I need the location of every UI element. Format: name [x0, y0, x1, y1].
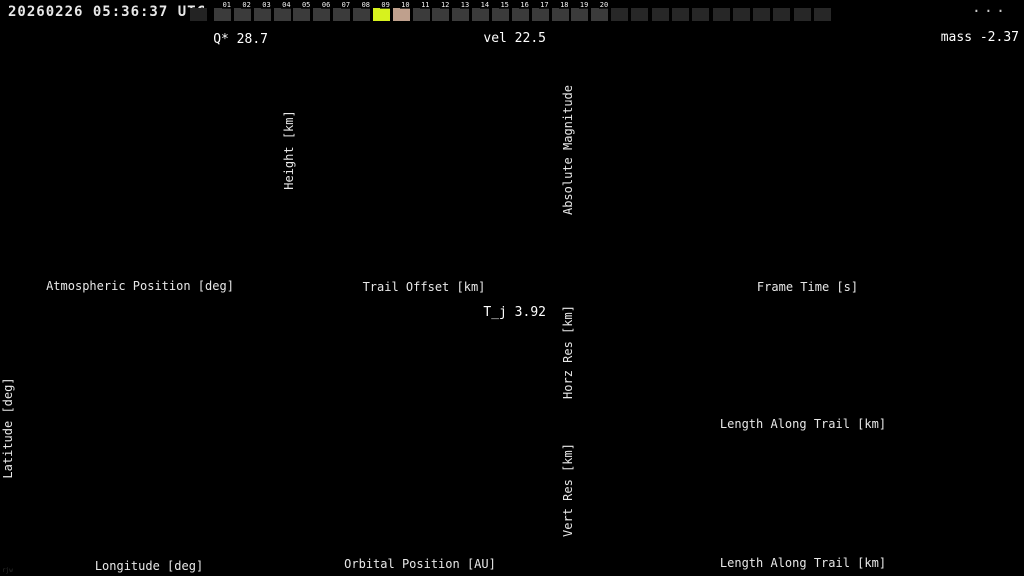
- frame-thumbnail-20[interactable]: 20: [591, 1, 610, 21]
- frame-thumbnail-07[interactable]: 07: [333, 1, 352, 21]
- ground-track-map: [0, 295, 280, 576]
- timestamp-title: 20260226 05:36:37 UTC: [8, 4, 207, 20]
- light-curve-plot: [560, 25, 1024, 295]
- panel-orbital-position: T_j 3.92 Orbital Position [AU]: [280, 295, 560, 576]
- frame-thumbnail[interactable]: [732, 8, 750, 21]
- frame-thumbnail-05[interactable]: 05: [293, 1, 312, 21]
- residual-plots: [560, 295, 1024, 576]
- frame-thumbnail-17[interactable]: 17: [531, 1, 550, 21]
- frame-number-label: 15: [499, 1, 510, 9]
- tisserand-stat: T_j 3.92: [483, 305, 546, 320]
- frame-thumbnail-11[interactable]: 11: [412, 1, 431, 21]
- frame-number-label: 11: [420, 1, 431, 9]
- frame-number-label: 13: [459, 1, 471, 9]
- frame-thumbnail[interactable]: [753, 8, 771, 21]
- overflow-menu-button[interactable]: ...: [971, 0, 1008, 16]
- frame-thumbnail[interactable]: [793, 8, 811, 21]
- frame-thumbnail-03[interactable]: 03: [253, 1, 272, 21]
- frame-number-label: 12: [439, 1, 451, 9]
- frame-thumbnail-12[interactable]: 12: [432, 1, 451, 21]
- frame-number-label: 10: [400, 1, 411, 9]
- latitude-axis-label: Latitude [deg]: [1, 377, 15, 479]
- top-bar: 20260226 05:36:37 UTC 01 02 03 04 05 06 07 08 09…: [0, 0, 1024, 28]
- frame-number-label: 05: [300, 1, 312, 9]
- panel-height-profile: vel 22.5 Height [km] Trail Offset [km]: [280, 25, 560, 295]
- frame-thumbnail-19[interactable]: 19: [571, 1, 590, 21]
- absolute-magnitude-axis-label: Absolute Magnitude: [561, 84, 575, 216]
- frame-thumbnail-09[interactable]: 09: [372, 1, 391, 21]
- frame-thumbnail[interactable]: [631, 8, 649, 21]
- frame-number-label: 09: [380, 1, 391, 9]
- frame-thumbnail-08[interactable]: 08: [353, 1, 371, 21]
- frame-number-label: 14: [479, 1, 491, 9]
- frame-thumbnail[interactable]: [712, 8, 730, 21]
- frame-number-label: 03: [261, 1, 272, 9]
- frame-thumbnail[interactable]: [692, 8, 710, 21]
- height-profile-plot: [280, 25, 560, 295]
- frame-thumbnail[interactable]: [190, 8, 207, 21]
- frame-number-label: 06: [320, 1, 332, 9]
- panel-ground-track-map: Latitude [deg] Longitude [deg]: [0, 295, 280, 576]
- frame-number-label: 04: [281, 1, 292, 9]
- frame-number-label: 20: [598, 1, 610, 9]
- panel-residuals: Horz Res [km] Length Along Trail [km] Ve…: [560, 295, 1024, 576]
- frame-thumbnail-02[interactable]: 02: [233, 1, 252, 21]
- frame-thumbnail-16[interactable]: 16: [511, 1, 530, 21]
- frame-thumbnail-13[interactable]: 13: [452, 1, 471, 21]
- frame-thumbnail-10[interactable]: 10: [392, 1, 411, 21]
- orbital-position-plot: [280, 295, 560, 576]
- trail-offset-axis-label: Trail Offset [km]: [362, 280, 486, 294]
- vert-length-axis-label: Length Along Trail [km]: [719, 556, 887, 570]
- longitude-axis-label: Longitude [deg]: [94, 559, 204, 573]
- frame-thumbnail-04[interactable]: 04: [273, 1, 292, 21]
- panel-light-curve: mass -2.37 Absolute Magnitude Frame Time…: [560, 25, 1024, 295]
- horz-length-axis-label: Length Along Trail [km]: [719, 417, 887, 431]
- velocity-stat: vel 22.5: [483, 31, 546, 46]
- orbital-position-caption: Orbital Position [AU]: [344, 557, 496, 571]
- vert-res-axis-label: Vert Res [km]: [561, 443, 575, 537]
- frame-thumbnail-01[interactable]: 01: [214, 1, 232, 21]
- frame-number-label: 18: [559, 1, 570, 9]
- height-axis-label: Height [km]: [282, 110, 296, 190]
- frame-time-axis-label: Frame Time [s]: [756, 280, 859, 294]
- frame-number-label: 17: [539, 1, 550, 9]
- frame-thumbnail-06[interactable]: 06: [313, 1, 332, 21]
- frame-thumbnail[interactable]: [773, 8, 791, 21]
- frame-thumbnail-15[interactable]: 15: [491, 1, 510, 21]
- frame-thumbnail[interactable]: [671, 8, 689, 21]
- frame-number-label: 16: [519, 1, 530, 9]
- frame-thumbnail[interactable]: [651, 8, 669, 21]
- mass-stat: mass -2.37: [940, 30, 1019, 45]
- panel-atmospheric-position: Q* 28.7 Atmospheric Position [deg]: [0, 25, 280, 295]
- frame-thumbnail[interactable]: [814, 8, 831, 21]
- frame-number-label: 02: [241, 1, 252, 9]
- frame-thumbnail[interactable]: [611, 8, 628, 21]
- atmospheric-position-caption: Atmospheric Position [deg]: [46, 279, 234, 293]
- frame-thumbnail-14[interactable]: 14: [472, 1, 491, 21]
- frame-number-label: 19: [578, 1, 590, 9]
- frame-strip: 01 02 03 04 05 06 07 08 09 10 11 12 13 14 15 16 17 18 19 20: [0, 0, 1024, 28]
- corner-watermark: rjw: [2, 567, 13, 574]
- frame-number-label: 01: [221, 1, 232, 9]
- atmospheric-position-plot: [0, 25, 280, 295]
- q-star-stat: Q* 28.7: [213, 32, 268, 47]
- frame-thumbnail-18[interactable]: 18: [551, 1, 570, 21]
- frame-number-label: 07: [340, 1, 352, 9]
- frame-number-label: 08: [360, 1, 371, 9]
